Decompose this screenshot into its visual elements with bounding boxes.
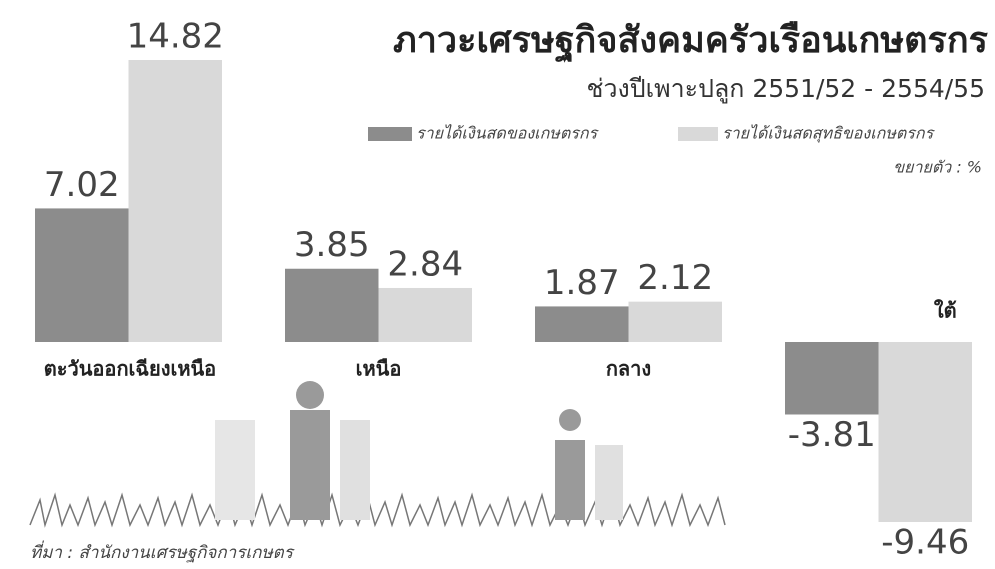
value-label: -9.46 — [881, 523, 969, 563]
unit-label: ขยายตัว : % — [893, 158, 982, 177]
value-label: 14.82 — [127, 17, 224, 57]
legend-label: รายได้เงินสดสุทธิของเกษตรกร — [722, 124, 936, 144]
value-label: -3.81 — [788, 415, 876, 455]
chart: ภาวะเศรษฐกิจสังคมครัวเรือนเกษตรกร ช่วงปี… — [0, 0, 995, 569]
value-label: 3.85 — [294, 225, 370, 265]
bar — [785, 342, 879, 414]
value-label: 2.12 — [637, 258, 713, 298]
bar — [285, 269, 379, 342]
legend-swatch — [678, 127, 718, 141]
bar — [129, 60, 223, 342]
category-label: กลาง — [606, 357, 651, 381]
bar — [629, 302, 723, 342]
bar — [35, 208, 129, 342]
bar — [535, 306, 629, 342]
legend-label: รายได้เงินสดของเกษตรกร — [416, 124, 600, 143]
category-label: ตะวันออกเฉียงเหนือ — [44, 357, 216, 381]
bar — [379, 288, 473, 342]
grass-decoration — [30, 381, 725, 525]
source: ที่มา : สำนักงานเศรษฐกิจการเกษตร — [30, 540, 295, 563]
value-label: 1.87 — [544, 263, 620, 303]
category-label: ใต้ — [934, 299, 957, 323]
value-label: 2.84 — [387, 244, 463, 284]
legend-swatch — [368, 127, 412, 141]
category-label: เหนือ — [356, 357, 402, 381]
chart-subtitle: ช่วงปีเพาะปลูก 2551/52 - 2554/55 — [587, 74, 985, 104]
bar — [879, 342, 973, 522]
value-label: 7.02 — [44, 165, 120, 205]
chart-title: ภาวะเศรษฐกิจสังคมครัวเรือนเกษตรกร — [393, 20, 989, 63]
